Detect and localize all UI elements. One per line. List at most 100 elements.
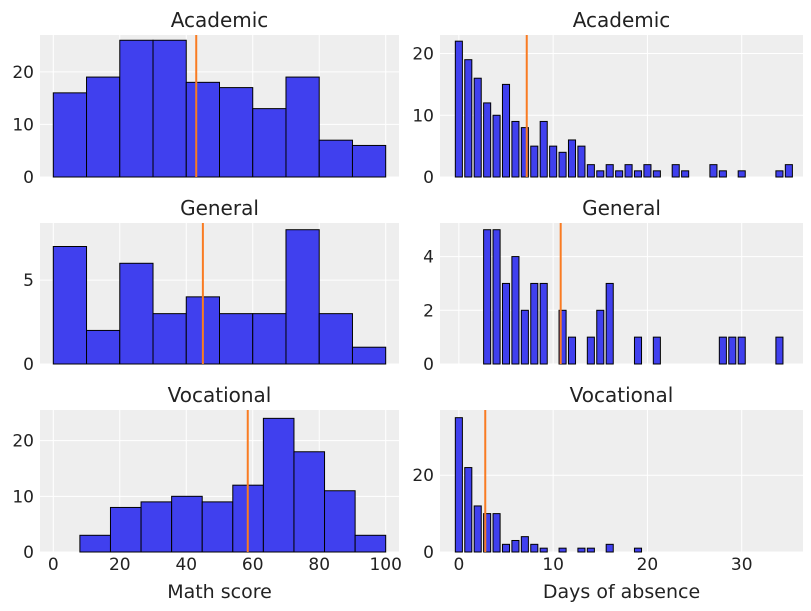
histogram-bar [539, 120, 548, 178]
x-tick-label: 30 [731, 555, 753, 575]
histogram-bar [285, 229, 320, 365]
histogram-bar [652, 336, 661, 365]
histogram-bar [464, 467, 473, 553]
histogram-bar [252, 313, 287, 365]
histogram-bar [586, 336, 595, 365]
histogram-bar [633, 547, 643, 553]
histogram-bar [492, 114, 501, 178]
histogram-bar [633, 336, 643, 365]
histogram-bar [492, 513, 501, 553]
histogram-bar [354, 534, 387, 553]
panel-title: Academic [573, 8, 671, 32]
histogram-bar [577, 547, 586, 553]
y-tick-label: 2 [423, 301, 434, 321]
histogram-bar [567, 139, 577, 178]
y-tick-label: 0 [423, 543, 434, 563]
histogram-bar [605, 164, 614, 178]
histogram-bar [119, 262, 154, 365]
histogram-bar [511, 120, 520, 178]
histogram-bar [577, 145, 586, 178]
y-tick-label: 10 [12, 487, 34, 507]
histogram-bar [558, 151, 567, 178]
histogram-bar [201, 501, 234, 553]
histogram-bar [109, 506, 142, 553]
histogram-bar [737, 336, 746, 365]
x-tick-label: 0 [453, 555, 464, 575]
histogram-bar [473, 505, 482, 553]
histogram-bar [473, 77, 482, 178]
histogram-bar [737, 170, 746, 178]
histogram-bar [318, 139, 353, 178]
y-tick-label: 10 [412, 106, 434, 126]
histogram-bar [549, 145, 558, 178]
histogram-bar [293, 451, 326, 553]
histogram-bar [520, 309, 529, 365]
histogram-bar [52, 246, 88, 365]
histogram-bar [586, 164, 595, 178]
histogram-bar [140, 501, 173, 553]
histogram-bar [285, 76, 320, 178]
histogram-bar [586, 547, 595, 553]
panel-title: Vocational [570, 383, 674, 407]
y-tick-label: 0 [23, 355, 34, 375]
histogram-bar [605, 282, 614, 365]
histogram-bar [681, 170, 690, 178]
x-axis-label: Days of absence [543, 581, 700, 603]
y-tick-label: 4 [423, 248, 434, 268]
histogram-bar [596, 170, 605, 178]
absence-general-panel: General 0 2 4 [423, 196, 803, 375]
y-tick-label: 0 [23, 543, 34, 563]
x-tick-label: 20 [109, 555, 131, 575]
histogram-bar [558, 309, 567, 365]
histogram-bar [454, 417, 463, 553]
histogram-bar [520, 127, 529, 178]
histogram-bar [671, 164, 680, 178]
histogram-bar [709, 164, 718, 178]
y-tick-label: 20 [412, 45, 434, 65]
histogram-bar [784, 164, 793, 178]
histogram-bar [539, 547, 548, 553]
panel-title: General [582, 196, 661, 220]
y-tick-label: 0 [423, 168, 434, 188]
histogram-bar [219, 87, 254, 178]
histogram-bar [511, 256, 520, 365]
histogram-bar [86, 329, 121, 365]
math-academic-panel: Academic 0 10 20 [12, 8, 399, 188]
y-tick-label: 20 [12, 432, 34, 452]
histogram-bar [86, 76, 121, 178]
y-tick-label: 0 [23, 168, 34, 188]
histogram-bar [492, 229, 501, 365]
absence-academic-panel: Academic 0 10 20 [412, 8, 803, 188]
histogram-bar [171, 495, 203, 553]
histogram-bar [539, 282, 548, 365]
histogram-bar [454, 40, 463, 178]
histogram-bar [530, 282, 539, 365]
y-tick-label: 20 [412, 466, 434, 486]
histogram-bar [79, 534, 111, 553]
histogram-bar [718, 336, 727, 365]
x-tick-label: 40 [175, 555, 197, 575]
histogram-bar [530, 543, 539, 553]
histogram-bar [615, 170, 624, 178]
x-tick-label: 80 [308, 555, 330, 575]
y-tick-label: 10 [12, 115, 34, 135]
math-general-panel: General 0 5 [23, 196, 399, 375]
histogram-bar [558, 547, 567, 553]
histogram-bar [605, 543, 614, 553]
x-tick-label: 0 [48, 555, 59, 575]
histogram-bar [351, 144, 387, 178]
histogram-bar [567, 336, 577, 365]
histogram-bar [530, 145, 539, 178]
x-tick-label: 20 [637, 555, 659, 575]
math-vocational-panel: Vocational 0 10 20 0 20 40 60 80 100 Math score [12, 383, 402, 603]
histogram-bar [633, 170, 643, 178]
histogram-bar [501, 543, 511, 553]
y-tick-label: 20 [12, 63, 34, 83]
x-tick-label: 10 [542, 555, 564, 575]
histogram-bar [483, 102, 492, 178]
y-tick-label: 0 [423, 355, 434, 375]
x-tick-label: 60 [242, 555, 264, 575]
histogram-bar [483, 229, 492, 365]
histogram-bar [728, 336, 737, 365]
panel-title: General [180, 196, 259, 220]
